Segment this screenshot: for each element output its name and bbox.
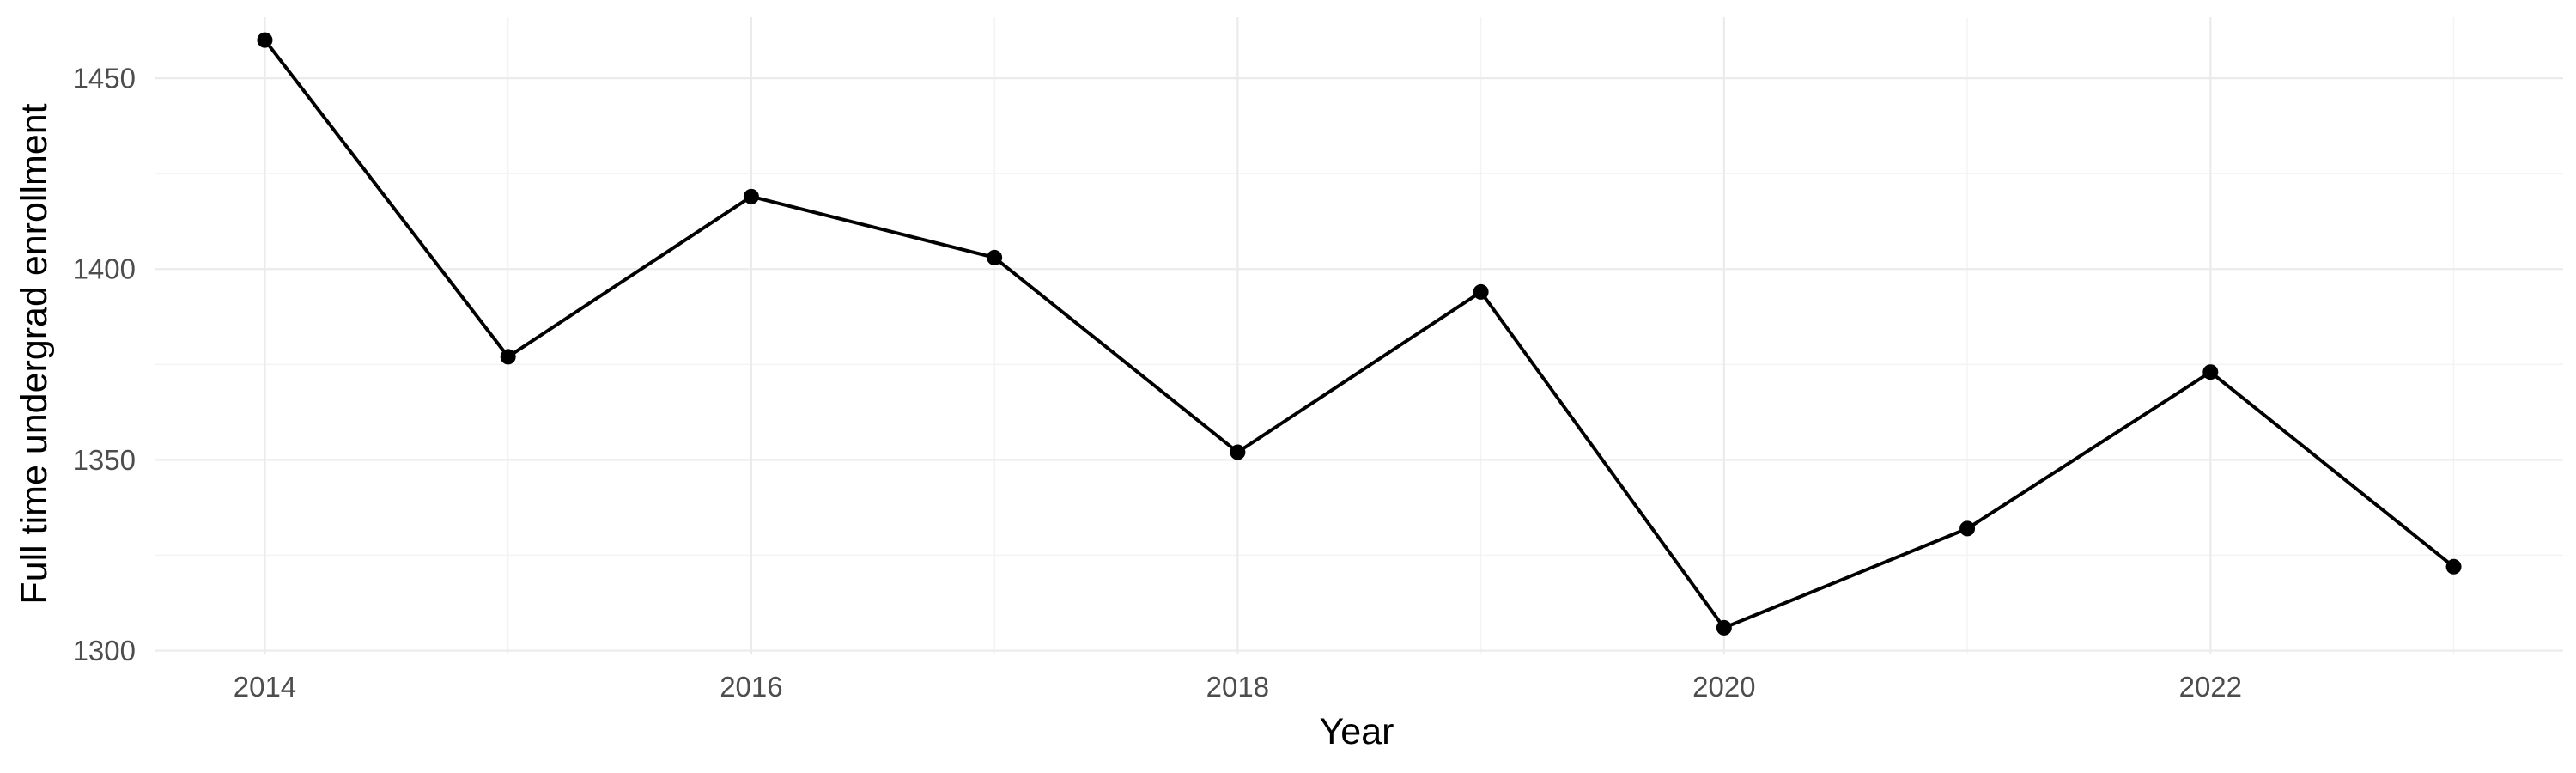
y-tick-label: 1350 xyxy=(73,444,136,476)
data-point-2017 xyxy=(987,249,1003,265)
data-point-2014 xyxy=(257,32,273,48)
x-tick-label: 2022 xyxy=(2179,671,2242,703)
x-axis-title: Year xyxy=(1320,711,1394,752)
grid xyxy=(155,17,2563,654)
y-tick-label: 1450 xyxy=(73,63,136,94)
data-points xyxy=(257,32,2462,636)
data-point-2015 xyxy=(500,349,516,365)
data-point-2022 xyxy=(2202,364,2219,380)
y-axis-ticks: 1300 1350 1400 1450 xyxy=(73,63,136,666)
y-tick-label: 1300 xyxy=(73,635,136,666)
data-point-2019 xyxy=(1473,283,1489,300)
data-point-2023 xyxy=(2445,558,2462,575)
x-tick-label: 2020 xyxy=(1692,671,1755,703)
data-point-2016 xyxy=(743,188,759,204)
data-point-2021 xyxy=(1959,520,1976,537)
x-tick-label: 2016 xyxy=(720,671,782,703)
y-axis-title: Full time undergrad enrollment xyxy=(14,103,55,604)
x-tick-label: 2018 xyxy=(1206,671,1269,703)
x-tick-label: 2014 xyxy=(234,671,296,703)
x-axis-ticks: 2014 2016 2018 2020 2022 xyxy=(234,671,2242,703)
data-point-2020 xyxy=(1716,619,1732,636)
data-point-2018 xyxy=(1230,444,1246,460)
series-line xyxy=(263,39,2455,630)
y-tick-label: 1400 xyxy=(73,253,136,285)
